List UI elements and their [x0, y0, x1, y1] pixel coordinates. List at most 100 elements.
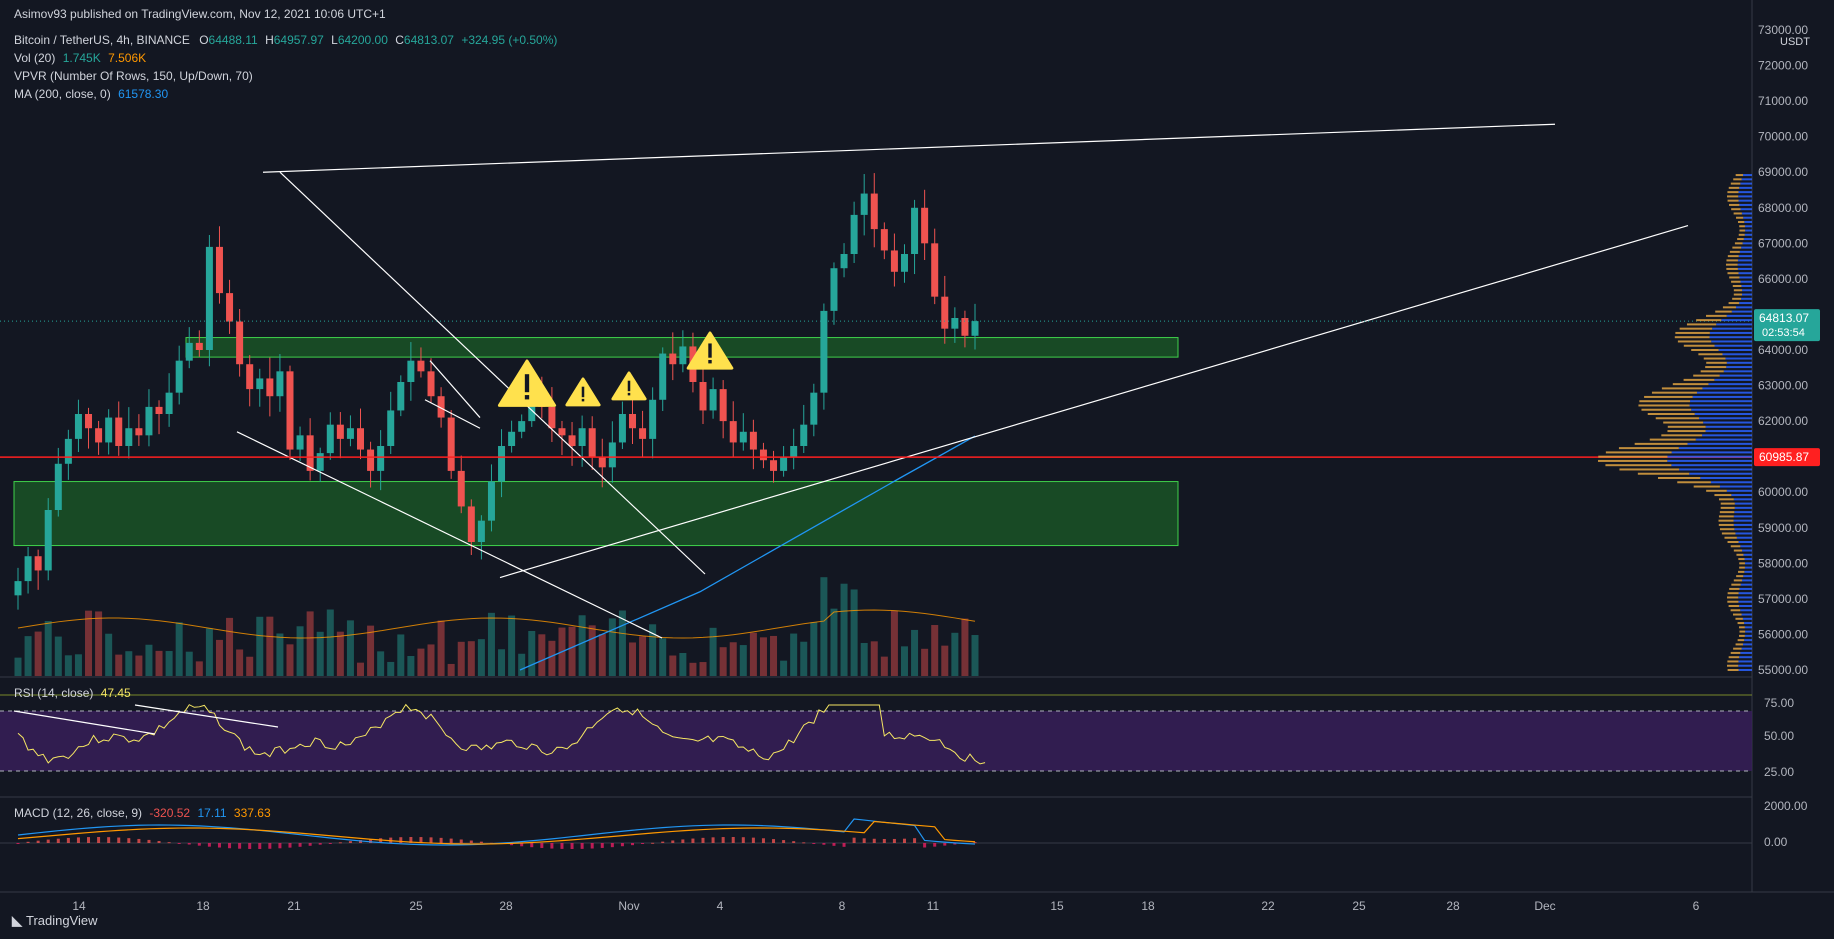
macd-tick-label: 0.00 [1764, 835, 1788, 849]
price-tick-label: 63000.00 [1758, 379, 1808, 393]
vpvr-up-bar [1733, 519, 1752, 522]
candle-body [125, 428, 133, 446]
vpvr-down-bar [1674, 336, 1710, 339]
candle-body [427, 371, 435, 397]
volume-bar [467, 641, 475, 676]
vpvr-up-bar [1739, 587, 1752, 590]
channel-falling-lower-line [236, 431, 663, 639]
macd-hist-bar [147, 839, 151, 843]
candle-body [518, 421, 526, 432]
volume-bar [588, 625, 596, 676]
macd-legend[interactable]: MACD (12, 26, close, 9) -320.52 17.11 33… [14, 806, 271, 820]
candle-body [286, 371, 294, 450]
vpvr-down-bar [1637, 472, 1690, 475]
macd-hist-bar [570, 843, 574, 849]
macd-hist-bar [671, 840, 675, 843]
vpvr-up-bar [1744, 570, 1752, 573]
symbol-legend[interactable]: Bitcoin / TetherUS, 4h, BINANCE O64488.1… [14, 33, 557, 47]
vpvr-up-bar [1741, 246, 1752, 249]
vpvr-legend[interactable]: VPVR (Number Of Rows, 150, Up/Down, 70) [14, 69, 253, 83]
vpvr-up-bar [1733, 498, 1752, 501]
candle-body [508, 431, 516, 446]
vpvr-down-bar [1731, 208, 1741, 211]
countdown-label: 02:53:54 [1762, 327, 1805, 339]
macd-hist-bar [590, 843, 594, 849]
upper-wedge-line [262, 123, 1556, 173]
volume-bar [205, 628, 213, 676]
vpvr-up-bar [1734, 511, 1752, 514]
open-label: O [199, 33, 209, 47]
macd-hist-bar [741, 837, 745, 843]
vpvr-down-bar [1726, 267, 1738, 270]
candle-body [346, 428, 354, 439]
candle-body [860, 193, 868, 215]
vpvr-up-bar [1742, 289, 1752, 292]
vpvr-up-bar [1738, 592, 1752, 595]
candle-body [618, 414, 626, 443]
volume-bar [387, 661, 395, 676]
vpvr-up-bar [1723, 370, 1752, 373]
warning-bar [708, 343, 712, 358]
date-tick-label: 4 [717, 899, 724, 913]
macd-hist-bar [258, 843, 262, 849]
ma-legend[interactable]: MA (200, close, 0) 61578.30 [14, 87, 168, 101]
date-tick-label: 11 [927, 899, 940, 913]
vpvr-up-bar [1710, 481, 1752, 484]
macd-hist-bar [600, 843, 604, 848]
candle-body [971, 321, 979, 336]
vpvr-up-bar [1671, 464, 1752, 467]
volume-bar [397, 634, 405, 676]
volume-bar [437, 620, 445, 676]
rsi-tick-label: 50.00 [1764, 729, 1794, 743]
macd-hist-bar [167, 842, 171, 844]
rsi-legend[interactable]: RSI (14, close) 47.45 [14, 686, 131, 700]
candle-body [548, 406, 556, 429]
volume-bar [54, 636, 62, 676]
macd-hist-bar [711, 837, 715, 843]
vpvr-down-bar [1677, 340, 1712, 343]
volume-bar [820, 577, 828, 676]
open-value: 64488.11 [208, 33, 258, 47]
volume-legend[interactable]: Vol (20) 1.745K 7.506K [14, 51, 146, 65]
date-tick-label: 22 [1261, 899, 1275, 913]
vpvr-down-bar [1663, 421, 1704, 424]
vol-ma-value: 7.506K [108, 51, 147, 65]
vpvr-up-bar [1744, 626, 1752, 629]
volume-bar [900, 646, 908, 676]
vpvr-down-bar [1720, 506, 1735, 509]
vpvr-down-bar [1730, 609, 1741, 612]
candle-body [719, 389, 727, 422]
vpvr-down-bar [1735, 174, 1744, 177]
macd-hist-bar [580, 843, 584, 849]
warning-icon [497, 359, 557, 407]
price-tick-label: 71000.00 [1758, 94, 1808, 108]
red-level-label: 60985.87 [1759, 450, 1809, 464]
ma200-line [519, 435, 976, 671]
vpvr-up-bar [1742, 617, 1752, 620]
volume-bar [336, 631, 344, 676]
close-label: C [395, 33, 404, 47]
tradingview-logo[interactable]: ◣ TradingView [12, 913, 98, 929]
candle-body [558, 428, 566, 436]
candle-body [367, 449, 375, 471]
vpvr-down-bar [1728, 186, 1740, 189]
vpvr-down-bar [1738, 558, 1745, 561]
vpvr-down-bar [1721, 532, 1736, 535]
vpvr-down-bar [1731, 280, 1741, 283]
vpvr-up-bar [1741, 647, 1752, 650]
candle-body [921, 207, 929, 244]
candle-body [44, 510, 52, 571]
volume-bar [689, 662, 697, 676]
vpvr-up-bar [1744, 558, 1752, 561]
macd-hist-bar [550, 843, 554, 849]
vpvr-group [1598, 174, 1752, 671]
macd-hist-bar [479, 841, 483, 843]
volume-bar [971, 635, 979, 676]
vpvr-up-bar [1738, 541, 1752, 543]
candle-body [64, 438, 72, 464]
volume-bar [649, 624, 657, 676]
macd-hist-bar [328, 843, 332, 844]
candle-body [296, 435, 304, 450]
vpvr-down-bar [1739, 634, 1745, 637]
